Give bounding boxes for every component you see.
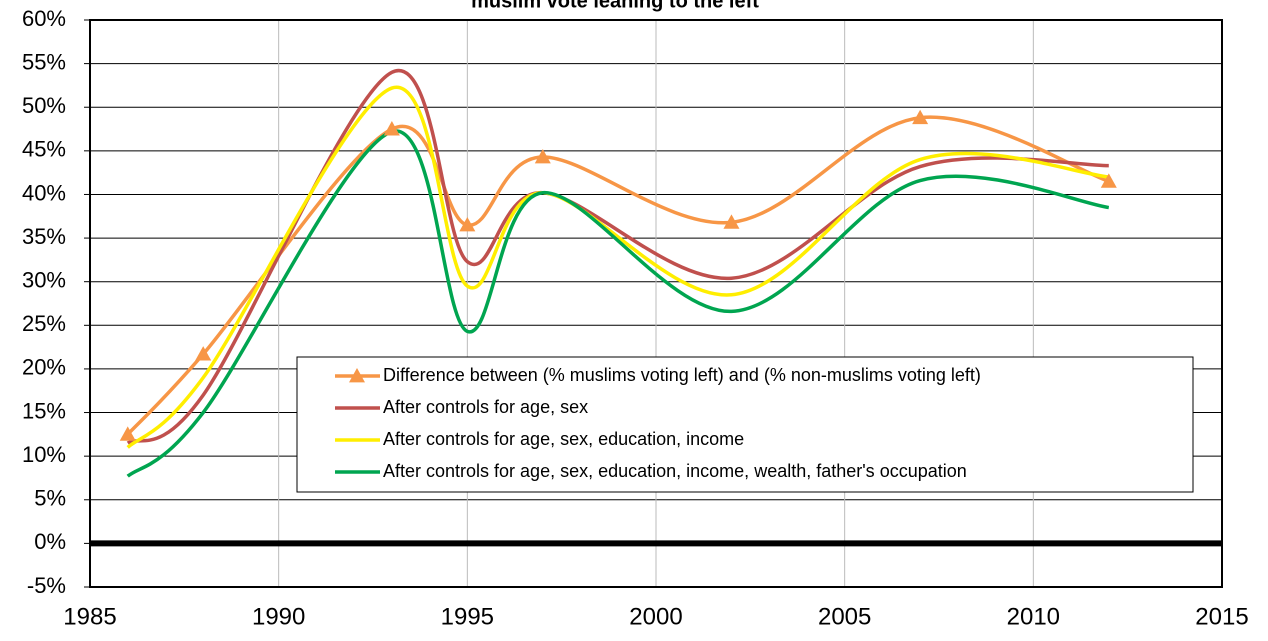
x-tick-label: 1990 — [252, 603, 305, 630]
marker — [195, 346, 212, 361]
x-tick-label: 1985 — [63, 603, 116, 630]
y-tick-label: 50% — [22, 93, 66, 118]
legend-label: After controls for age, sex, education, … — [383, 461, 967, 481]
y-tick-label: 55% — [22, 49, 66, 74]
legend-label: After controls for age, sex, education, … — [383, 429, 744, 449]
x-tick-label: 2005 — [818, 603, 871, 630]
plot-border — [89, 19, 1223, 588]
legend-marker — [349, 368, 365, 383]
marker — [534, 148, 551, 164]
legend-box — [296, 356, 1194, 493]
x-tick-label: 2000 — [629, 603, 682, 630]
y-tick-label: -5% — [27, 573, 66, 598]
y-tick-label: 25% — [22, 311, 66, 336]
legend-label: Difference between (% muslims voting lef… — [383, 365, 981, 385]
x-tick-label: 2015 — [1195, 603, 1248, 630]
y-tick-label: 15% — [22, 398, 66, 423]
y-tick-label: 10% — [22, 442, 66, 467]
marker — [912, 109, 929, 125]
y-tick-label: 0% — [34, 529, 66, 554]
marker — [723, 214, 740, 229]
series-line — [126, 68, 1109, 445]
marker — [383, 121, 400, 136]
y-tick-label: 60% — [22, 6, 66, 31]
y-tick-label: 40% — [22, 180, 66, 205]
series-line — [126, 115, 1110, 436]
chart-title: muslim vote leaning to the left — [471, 0, 759, 12]
legend-label: After controls for age, sex — [383, 397, 588, 417]
y-tick-label: 30% — [22, 268, 66, 293]
y-tick-label: 35% — [22, 224, 66, 249]
marker — [1100, 173, 1117, 188]
marker — [119, 426, 136, 441]
series-line — [126, 85, 1109, 449]
y-tick-label: 5% — [34, 486, 66, 511]
marker — [459, 216, 476, 232]
legend: Difference between (% muslims voting lef… — [296, 356, 1194, 493]
series-line — [126, 129, 1110, 478]
x-tick-label: 2010 — [1007, 603, 1060, 630]
y-tick-label: 20% — [22, 355, 66, 380]
x-tick-label: 1995 — [441, 603, 494, 630]
y-tick-label: 45% — [22, 137, 66, 162]
